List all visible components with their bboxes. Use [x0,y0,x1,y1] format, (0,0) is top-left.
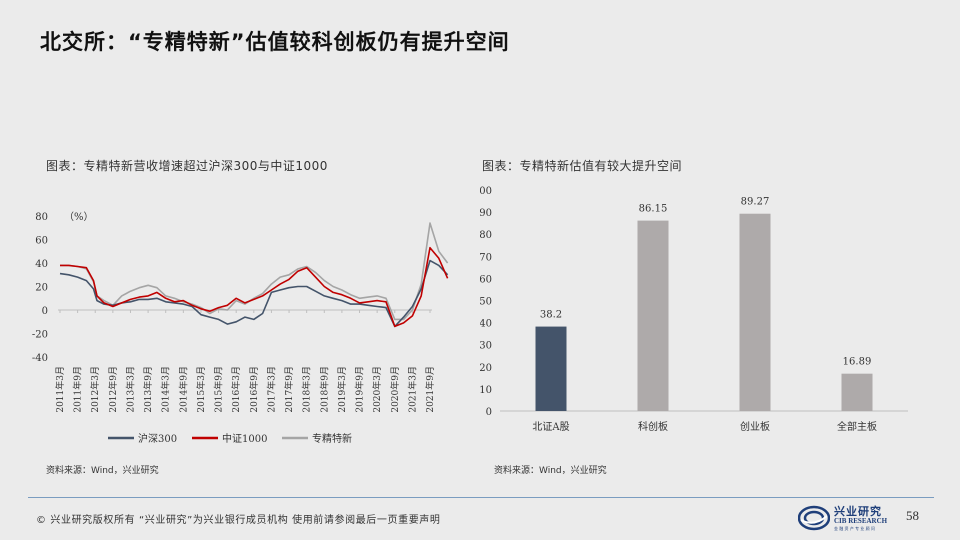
x-tick-label: 2013年3月 [124,366,136,413]
y-tick-label: 10 [480,385,492,396]
x-category-label: 全部主板 [837,420,877,433]
x-tick-label: 2018年9月 [318,366,330,413]
y-tick-label: 40 [35,259,48,270]
y-tick-label: 100 [480,186,492,197]
x-category-label: 北证A股 [532,421,569,433]
y-tick-label: 20 [35,283,48,294]
series-line-1 [59,259,449,328]
bar-value-label: 38.2 [540,310,562,321]
y-tick-label: 20 [480,363,492,374]
logo-english-text: CIB RESEARCH [834,517,888,525]
x-tick-label: 2018年3月 [301,366,313,413]
x-tick-label: 2019年3月 [336,366,348,413]
logo-chinese-text: 兴业研究 [834,505,882,518]
bar-3 [739,213,771,411]
x-tick-label: 2012年3月 [89,366,101,413]
x-tick-label: 2015年3月 [195,366,207,413]
y-tick-label: 80 [35,212,48,223]
x-tick-label: 2019年9月 [354,366,366,413]
left-chart-source: 资料来源：Wind，兴业研究 [46,466,159,476]
right-chart-caption: 图表：专精特新估值有较大提升空间 [482,159,683,173]
bar-value-label: 16.89 [843,357,872,368]
x-tick-label: 2014年3月 [160,366,172,413]
x-category-label: 科创板 [638,420,668,433]
x-category-label: 创业板 [740,420,770,433]
y-tick-label: 0 [486,407,492,418]
x-tick-label: 2013年9月 [142,366,154,413]
x-tick-label: 2017年3月 [265,366,277,413]
y-tick-label: 40 [480,319,492,330]
x-tick-label: 2017年9月 [283,366,295,413]
x-tick-label: 2021年3月 [406,366,418,413]
x-tick-label: 2020年3月 [371,366,383,413]
legend-label: 中证1000 [222,432,267,445]
x-tick-label: 2012年9月 [107,366,119,413]
logo-subtitle: 金 融 资 产 专 业 顾 问 [834,526,875,531]
page-title: 北交所：“专精特新”估值较科创板仍有提升空间 [40,30,510,54]
x-tick-label: 2011年3月 [54,366,66,413]
footer-divider [28,497,934,498]
valuation-bar-chart: 0 10 20 30 40 50 60 70 80 90 100 38.2 北证A股 86.15 科创板 89… [480,186,908,433]
y-tick-label: 90 [480,208,492,219]
y-tick-label: 70 [480,252,492,263]
y-tick-label: 50 [480,297,492,308]
y-tick-label: 60 [35,236,48,247]
footer-disclaimer: © 兴业研究版权所有 “兴业研究”为兴业银行成员机构 使用前请参阅最后一页重要声… [36,515,441,526]
bar-value-label: 89.27 [741,197,770,208]
series-line-2 [60,246,449,328]
x-tick-label: 2014年9月 [177,366,189,413]
bar-1 [535,326,567,411]
x-tick-label: 2016年3月 [230,366,242,413]
y-tick-label: 80 [480,230,492,241]
y-tick-label: 60 [480,274,492,285]
legend-label: 专精特新 [312,432,352,445]
right-chart-source: 资料来源：Wind，兴业研究 [494,466,607,476]
x-tick-label: 2021年9月 [424,366,436,413]
x-tick-label: 2020年9月 [389,366,401,413]
page-number: 58 [906,508,919,523]
y-unit-label: （%） [64,211,94,223]
bar-value-label: 86.15 [639,204,668,215]
y-tick-label: 30 [480,341,492,352]
x-tick-label: 2015年9月 [213,366,225,413]
left-chart-caption: 图表：专精特新营收增速超过沪深300与中证1000 [46,159,328,173]
y-tick-label: -20 [32,330,48,341]
cib-research-logo: 兴业研究 CIB RESEARCH 金 融 资 产 专 业 顾 问 [798,502,894,534]
bar-2 [637,220,669,411]
legend-label: 沪深300 [138,432,177,445]
revenue-growth-line-chart: -40 -20 0 20 40 60 80 （%） 2011年3月 2011年9月 2012年3月 2… [32,211,449,445]
y-tick-label: 0 [42,306,48,317]
cib-logo-icon [798,505,830,531]
bar-4 [841,373,873,411]
x-tick-label: 2011年9月 [72,366,84,413]
x-tick-label: 2016年9月 [248,366,260,413]
y-tick-label: -40 [32,353,48,364]
